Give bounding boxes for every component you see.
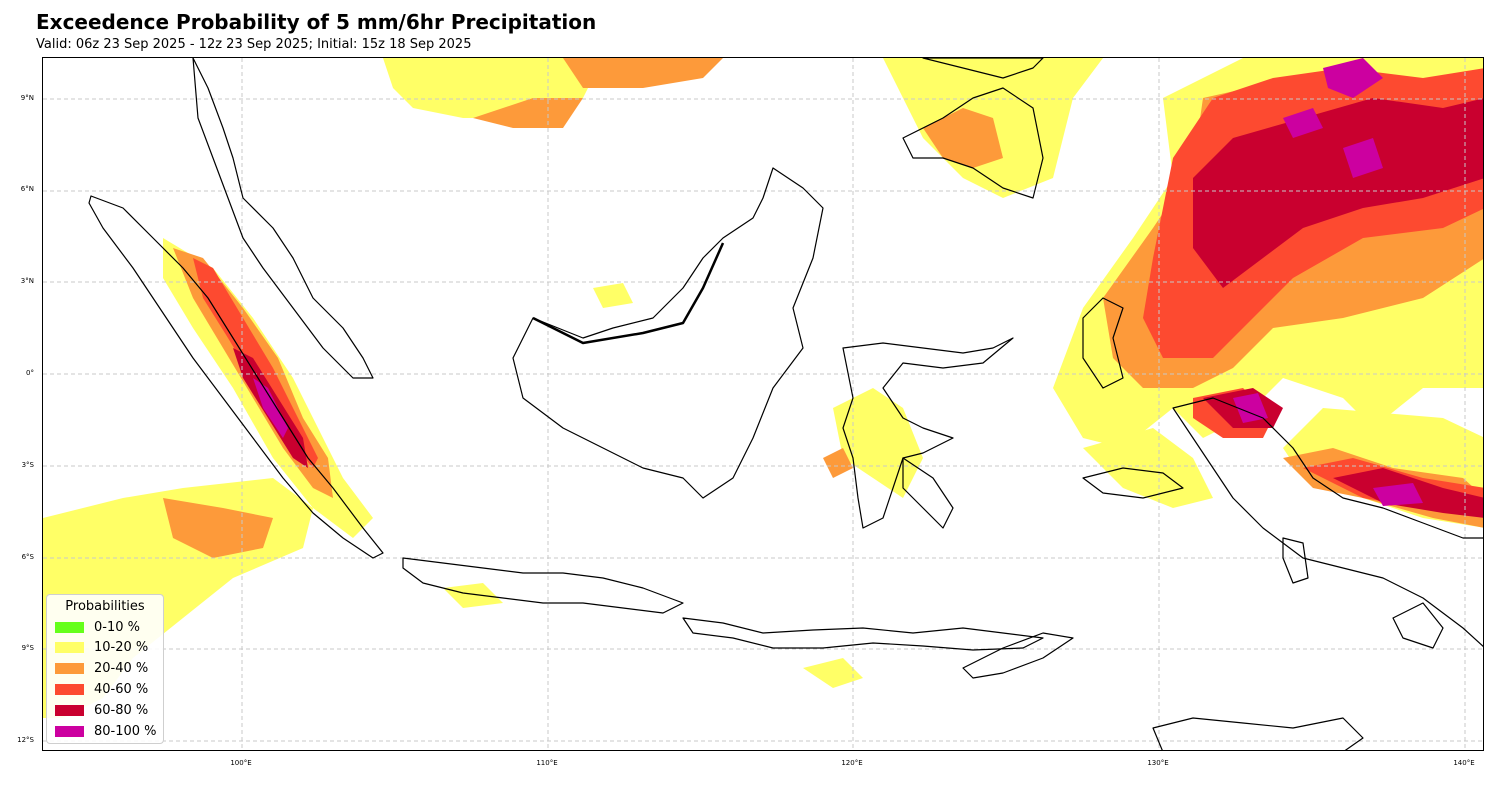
lat-label-0: 0°: [26, 369, 34, 377]
lat-label-3n: 3°N: [20, 277, 34, 285]
prob-20-40-philippines: [923, 108, 1003, 168]
coast-papua: [1172, 397, 1483, 647]
prob-10-20-java: [443, 583, 503, 608]
prob-20-40-north: [473, 98, 583, 128]
coast-australia-north: [1152, 717, 1364, 750]
chart-title: Exceedence Probability of 5 mm/6hr Preci…: [36, 10, 597, 34]
coast-aru-islands: [1282, 537, 1309, 584]
legend-label: 10-20 %: [94, 639, 149, 655]
prob-20-40-sulawesi: [823, 448, 853, 478]
prob-10-20-banda: [1083, 428, 1213, 508]
lon-label-100e: 100°E: [230, 759, 252, 767]
lat-label-9n: 9°N: [20, 94, 34, 102]
coast-halmahera: [1082, 297, 1124, 389]
coast-sumatra: [88, 195, 384, 559]
legend-title: Probabilities: [65, 599, 145, 614]
prob-80-100-pacific-c: [1343, 138, 1383, 178]
lat-label-6s: 6°S: [21, 553, 34, 561]
prob-80-100-banda: [1233, 393, 1268, 423]
coast-philippines-north: [922, 58, 1044, 79]
coastlines: [88, 58, 1483, 750]
coast-borneo: [512, 167, 824, 499]
legend-item-0-10: 0-10 %: [55, 617, 140, 637]
border-borneo-north: [532, 242, 725, 345]
prob-80-100-papua: [1373, 483, 1423, 506]
legend-swatch: [55, 683, 84, 695]
legend-item-80-100: 80-100 %: [55, 721, 157, 741]
legend-swatch: [55, 641, 84, 653]
map-frame[interactable]: [42, 57, 1484, 751]
lat-label-9s: 9°S: [21, 644, 34, 652]
prob-60-80-east-pacific: [1193, 98, 1483, 288]
coast-sulawesi-se: [902, 457, 954, 529]
lon-label-140e: 140°E: [1453, 759, 1475, 767]
lat-label-6n: 6°N: [20, 185, 34, 193]
legend-label: 20-40 %: [94, 660, 149, 676]
graticule: [43, 58, 1483, 750]
prob-10-20-borneo-spot: [593, 283, 633, 308]
prob-80-100-pacific-b: [1283, 108, 1323, 138]
lon-label-110e: 110°E: [536, 759, 558, 767]
coast-cape-york: [1392, 602, 1444, 649]
legend-item-10-20: 10-20 %: [55, 637, 148, 657]
legend-item-20-40: 20-40 %: [55, 658, 148, 678]
legend-swatch: [55, 662, 84, 674]
map-canvas: [43, 58, 1483, 750]
lat-label-12s: 12°S: [17, 736, 34, 744]
coast-timor: [962, 632, 1074, 679]
prob-10-20-timor: [803, 658, 863, 688]
coast-sulawesi: [842, 337, 1014, 529]
coast-java: [402, 557, 684, 614]
lon-label-120e: 120°E: [841, 759, 863, 767]
prob-80-100-pacific-a: [1323, 58, 1383, 98]
prob-10-20-sulawesi: [833, 388, 923, 498]
legend-label: 80-100 %: [94, 723, 157, 739]
legend-swatch: [55, 704, 84, 716]
probability-fields: [43, 58, 1483, 718]
prob-20-40-north2: [563, 58, 723, 88]
coast-malay-peninsula: [192, 58, 374, 379]
lon-label-130e: 130°E: [1147, 759, 1169, 767]
prob-80-100-sumatra: [253, 378, 288, 438]
legend: Probabilities 0-10 % 10-20 % 20-40 % 40-…: [46, 594, 164, 744]
prob-20-40-indian-ocean: [163, 498, 273, 558]
coast-seram: [1082, 467, 1184, 499]
chart-subtitle: Valid: 06z 23 Sep 2025 - 12z 23 Sep 2025…: [36, 37, 472, 52]
legend-item-60-80: 60-80 %: [55, 700, 148, 720]
lat-label-3s: 3°S: [21, 461, 34, 469]
coast-lesser-sunda: [682, 617, 1044, 651]
legend-label: 0-10 %: [94, 619, 140, 635]
legend-swatch: [55, 621, 84, 633]
legend-swatch: [55, 725, 84, 737]
legend-item-40-60: 40-60 %: [55, 679, 148, 699]
legend-label: 60-80 %: [94, 702, 149, 718]
legend-label: 40-60 %: [94, 681, 149, 697]
coast-philippines-mindanao: [902, 87, 1044, 199]
